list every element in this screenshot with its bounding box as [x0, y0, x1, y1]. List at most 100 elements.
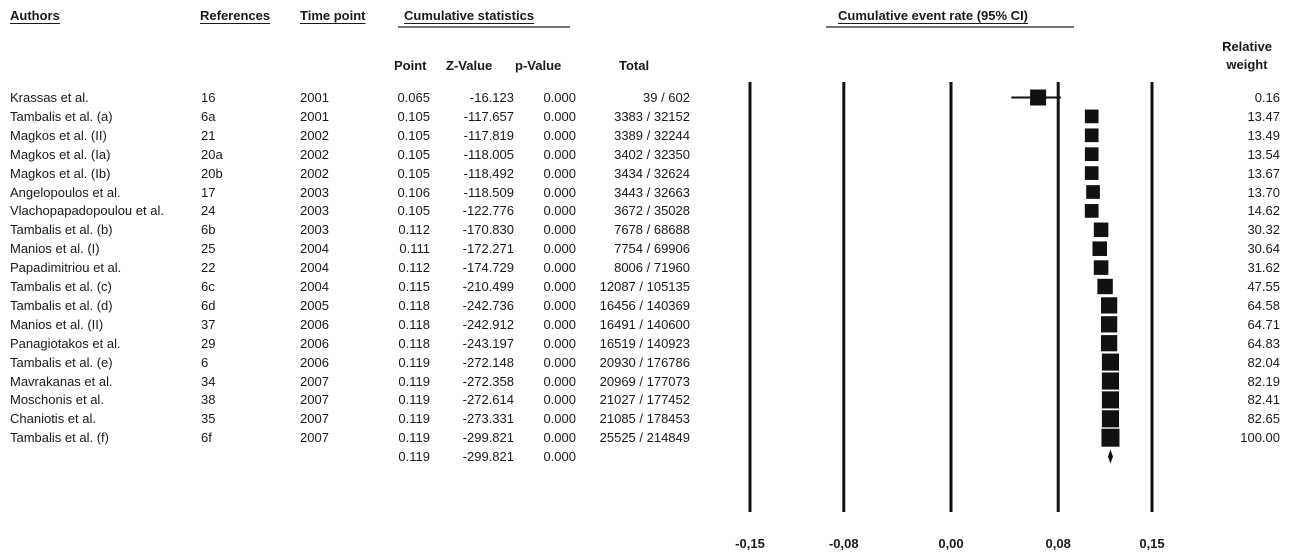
p-value-cell: 0.000: [543, 260, 576, 276]
total-cell: 16456 / 140369: [599, 297, 690, 313]
point-estimate-box: [1101, 297, 1118, 314]
p-value-cell: 0.000: [543, 108, 576, 124]
table-row: Vlachopapadopoulou et al. 24 2003 0.105 -122…: [0, 201, 1292, 221]
header-z-value: Z-Value: [446, 58, 493, 73]
author-cell: Tambalis et al. (b): [10, 222, 113, 238]
p-value-cell: 0.000: [543, 127, 576, 143]
point-estimate-box: [1084, 204, 1099, 218]
point-cell: 0.065: [397, 90, 430, 105]
author-cell: Magkos et al. (Ib): [10, 165, 111, 181]
summary-diamond: [1107, 449, 1113, 464]
point-cell: 0.119: [398, 392, 430, 408]
point-estimate-box: [1101, 353, 1120, 371]
year-cell: 2004: [300, 241, 329, 257]
year-cell: 2002: [300, 165, 329, 181]
reference-cell: 20b: [201, 165, 223, 181]
reference-cell: 29: [201, 335, 216, 351]
total-cell: 8006 / 71960: [614, 260, 690, 276]
header-authors: Authors: [10, 8, 60, 23]
table-row: Tambalis et al. (e) 6 2006 0.119 -272.148 0.0…: [0, 353, 1292, 373]
z-value-cell: -299.821: [462, 430, 514, 446]
author-cell: Chaniotis et al.: [10, 411, 96, 427]
p-value-cell: 0.000: [543, 184, 576, 200]
summary-z-value-cell: -299.821: [462, 449, 514, 465]
weight-cell: 82.41: [1247, 392, 1280, 408]
point-estimate-box: [1101, 428, 1120, 447]
p-value-cell: 0.000: [543, 316, 576, 332]
table-row: Magkos et al. (Ia) 20a 2002 0.105 -118.005 0.…: [0, 145, 1292, 165]
point-cell: 0.112: [398, 260, 430, 276]
header-total: Total: [619, 58, 650, 73]
summary-point-cell: 0.119: [398, 449, 430, 465]
point-estimate-box: [1101, 316, 1118, 333]
year-cell: 2002: [300, 146, 329, 162]
total-cell: 7678 / 68688: [614, 222, 690, 238]
p-value-cell: 0.000: [543, 90, 576, 105]
weight-cell: 14.62: [1247, 203, 1280, 219]
weight-cell: 64.71: [1247, 316, 1280, 332]
z-value-cell: -242.736: [462, 297, 514, 313]
z-value-cell: -272.148: [462, 354, 514, 370]
table-row: Moschonis et al. 38 2007 0.119 -272.614 0.000…: [0, 390, 1292, 410]
z-value-cell: -117.657: [463, 108, 514, 124]
header-relative-weight-1: Relative: [1222, 39, 1272, 54]
header-cumulative-statistics: Cumulative statistics: [404, 8, 535, 23]
total-cell: 3402 / 32350: [614, 146, 690, 162]
point-estimate-box: [1100, 335, 1118, 352]
year-cell: 2007: [300, 430, 329, 446]
reference-cell: 21: [201, 127, 216, 143]
total-cell: 7754 / 69906: [614, 241, 690, 257]
weight-cell: 31.62: [1247, 260, 1280, 276]
point-estimate-box: [1084, 109, 1099, 124]
reference-cell: 24: [201, 203, 216, 219]
z-value-cell: -16.123: [469, 90, 514, 105]
total-cell: 20969 / 177073: [599, 373, 690, 389]
table-row: Magkos et al. (II) 21 2002 0.105 -117.819 0.0…: [0, 126, 1292, 146]
z-value-cell: -174.729: [462, 260, 514, 276]
p-value-cell: 0.000: [543, 203, 576, 219]
table-row: Panagiotakos et al. 29 2006 0.118 -243.197 0.…: [0, 334, 1292, 354]
point-cell: 0.105: [397, 108, 430, 124]
point-cell: 0.105: [397, 146, 430, 162]
point-estimate-box: [1097, 278, 1113, 295]
point-estimate-box: [1030, 89, 1047, 106]
author-cell: Mavrakanas et al.: [10, 373, 113, 389]
author-cell: Tambalis et al. (e): [10, 354, 113, 370]
year-cell: 2006: [300, 354, 329, 370]
author-cell: Angelopoulos et al.: [10, 184, 121, 200]
z-value-cell: -117.819: [463, 127, 514, 143]
total-cell: 3672 / 35028: [614, 203, 690, 219]
author-cell: Manios et al. (II): [10, 316, 104, 332]
p-value-cell: 0.000: [543, 411, 576, 427]
reference-cell: 6a: [201, 108, 216, 124]
reference-cell: 20a: [201, 146, 223, 162]
year-cell: 2004: [300, 260, 329, 276]
reference-cell: 37: [201, 316, 216, 332]
table-row: Tambalis et al. (b) 6b 2003 0.112 -170.830 0.…: [0, 220, 1292, 240]
table-row: Mavrakanas et al. 34 2007 0.119 -272.358 0.00…: [0, 372, 1292, 392]
author-cell: Tambalis et al. (a): [10, 108, 113, 124]
p-value-cell: 0.000: [543, 165, 576, 181]
p-value-cell: 0.000: [543, 354, 576, 370]
weight-cell: 30.64: [1247, 241, 1280, 257]
axis-tick-label: 0,15: [1139, 536, 1165, 551]
p-value-cell: 0.000: [543, 241, 576, 257]
point-cell: 0.111: [399, 241, 430, 257]
author-cell: Magkos et al. (Ia): [10, 146, 111, 162]
axis-tick-label: -0,15: [735, 536, 765, 551]
point-estimate-box: [1084, 166, 1099, 180]
reference-cell: 35: [201, 411, 216, 427]
weight-cell: 47.55: [1247, 279, 1280, 294]
total-cell: 16519 / 140923: [599, 335, 690, 351]
summary-row: 0.119 -299.821 0.000: [0, 447, 1292, 467]
axis-tick-label: 0,00: [938, 536, 964, 551]
author-cell: Tambalis et al. (c): [10, 279, 112, 294]
table-row: Chaniotis et al. 35 2007 0.119 -273.331 0.000…: [0, 409, 1292, 429]
weight-cell: 82.04: [1247, 354, 1280, 370]
year-cell: 2007: [300, 392, 329, 408]
axis-tick-label: -0,08: [828, 536, 859, 551]
reference-cell: 6d: [201, 297, 216, 313]
year-cell: 2003: [300, 222, 329, 238]
total-cell: 16491 / 140600: [599, 316, 690, 332]
reference-cell: 16: [201, 90, 216, 105]
